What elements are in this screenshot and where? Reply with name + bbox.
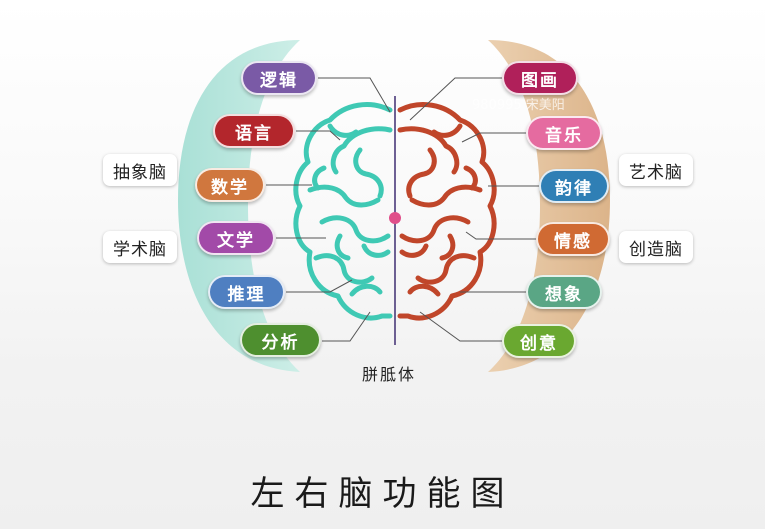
watermark-text: 980995 宋美阳 [472, 98, 565, 113]
pill-rhythm: 韵律 [539, 169, 609, 203]
pill-math-label: 数学 [211, 177, 249, 198]
corpus-callosum-dot [389, 212, 401, 224]
pill-logic: 逻辑 [241, 61, 317, 95]
pill-language-label: 语言 [235, 123, 273, 144]
corpus-callosum-label: 胼胝体 [362, 365, 417, 384]
pill-literature-label: 文学 [217, 230, 255, 251]
right-connectors [409, 77, 540, 342]
pill-drawing: 图画 [502, 61, 578, 95]
pill-creativity: 创意 [502, 324, 576, 358]
category-art-brain-label: 艺术脑 [629, 162, 683, 183]
diagram-title: 左右脑功能图 [250, 474, 515, 514]
pill-literature: 文学 [197, 221, 275, 255]
category-abstract-brain-label: 抽象脑 [113, 162, 167, 183]
category-abstract-brain: 抽象脑 [103, 154, 177, 186]
pill-music-label: 音乐 [545, 125, 583, 146]
pill-rhythm-label: 韵律 [555, 178, 593, 199]
category-creative-brain: 创造脑 [619, 231, 693, 263]
pill-language: 语言 [213, 114, 295, 148]
pill-analysis-label: 分析 [261, 332, 300, 353]
pill-emotion-label: 情感 [554, 231, 592, 252]
pill-reasoning: 推理 [208, 275, 285, 309]
left-brain-hemisphere [293, 102, 393, 321]
pill-emotion: 情感 [536, 222, 610, 256]
pill-imagination: 想象 [526, 275, 602, 309]
pill-math: 数学 [195, 168, 265, 202]
category-creative-brain-label: 创造脑 [629, 239, 683, 260]
pill-reasoning-label: 推理 [227, 284, 266, 305]
left-connectors [266, 77, 391, 342]
pill-imagination-label: 想象 [545, 284, 583, 305]
pill-logic-label: 逻辑 [260, 70, 298, 91]
category-art-brain: 艺术脑 [619, 154, 693, 186]
category-academic-brain: 学术脑 [103, 231, 177, 263]
pill-music: 音乐 [526, 116, 602, 150]
right-brain-hemisphere [397, 102, 497, 321]
pill-drawing-label: 图画 [521, 70, 559, 91]
pill-analysis: 分析 [240, 323, 321, 357]
pill-creativity-label: 创意 [520, 333, 558, 354]
category-academic-brain-label: 学术脑 [113, 239, 167, 260]
